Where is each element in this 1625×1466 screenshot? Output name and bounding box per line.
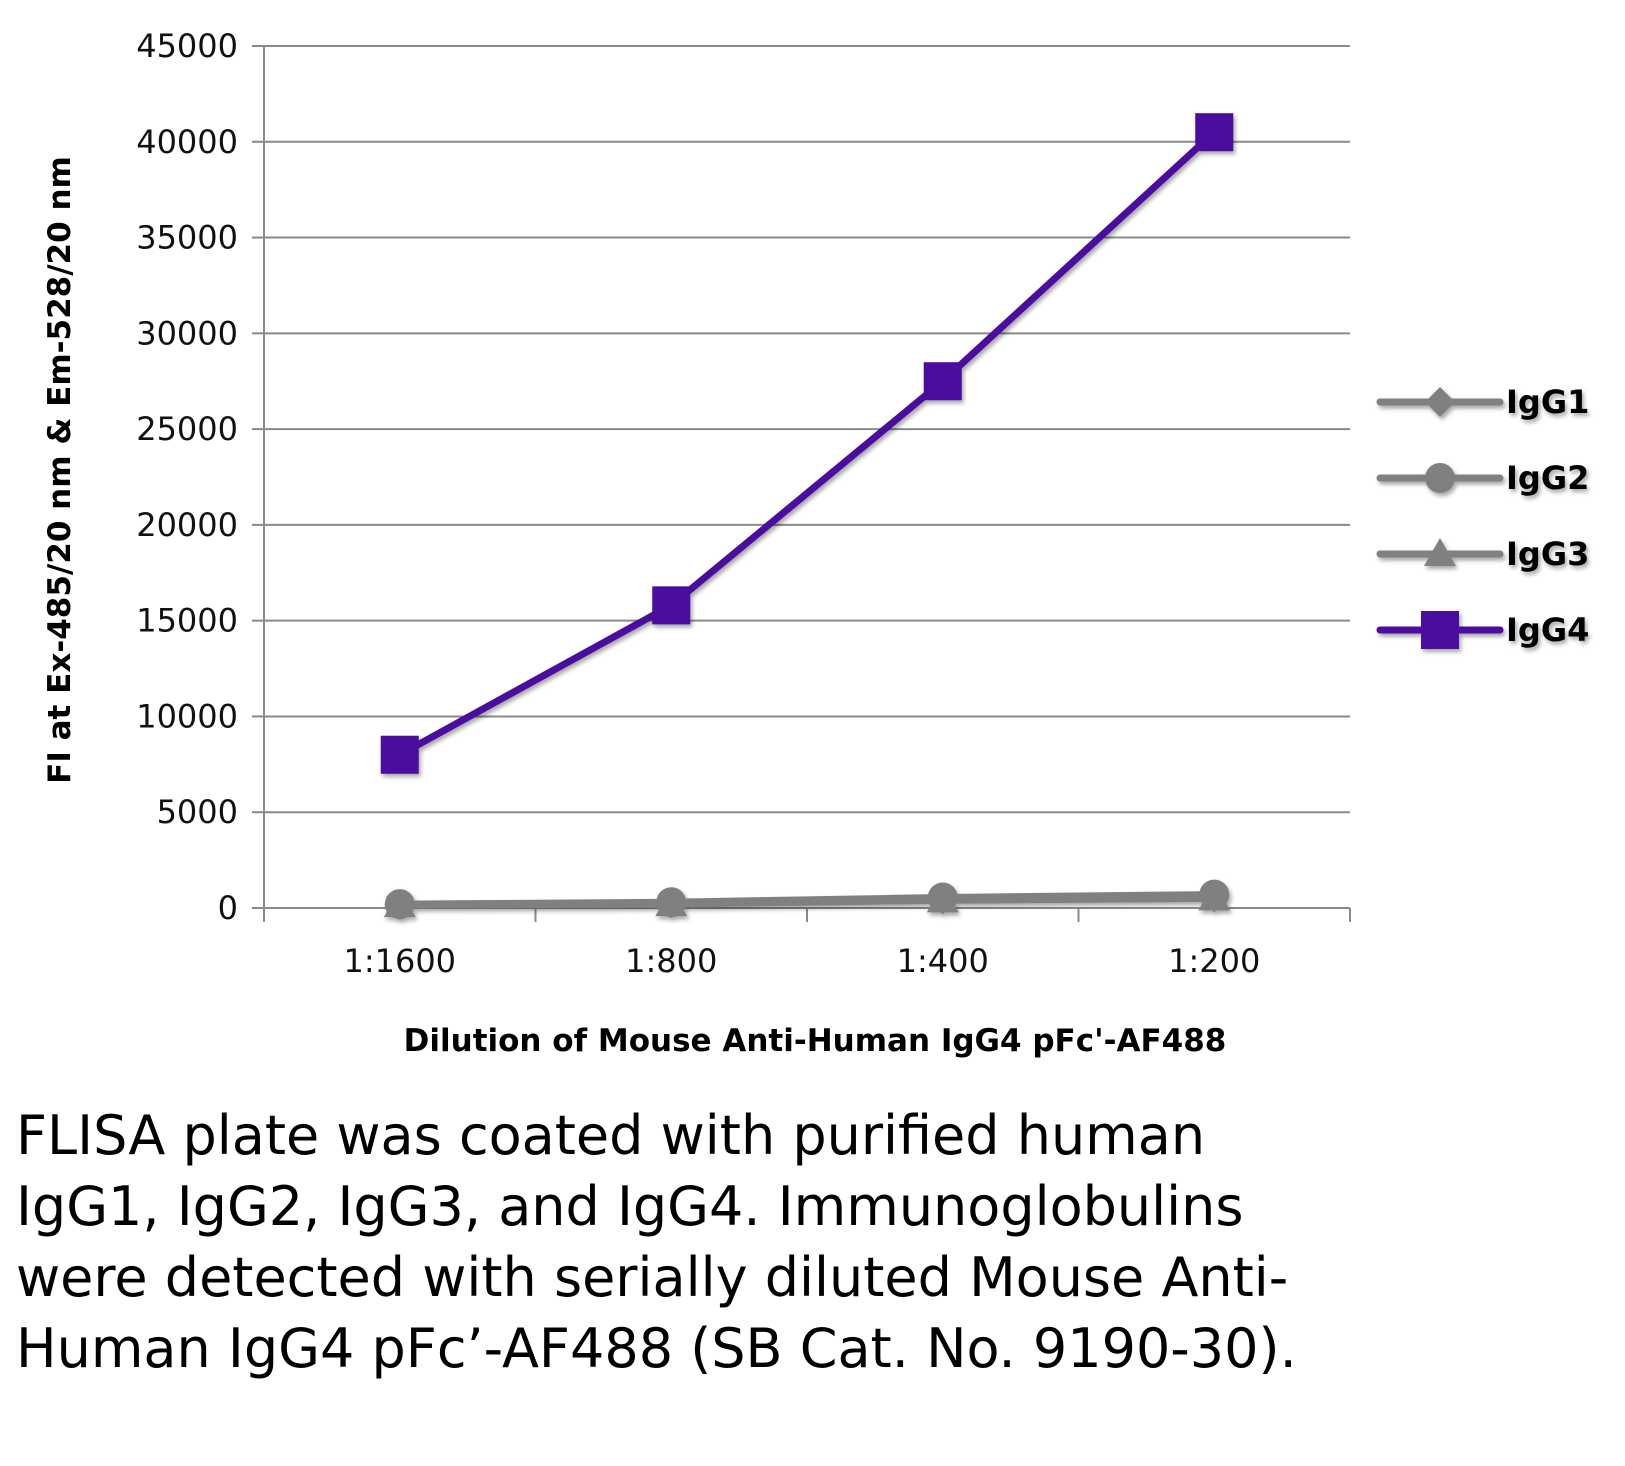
legend-marker-igg3 — [1424, 538, 1456, 566]
legend-item-igg2: IgG2 — [1376, 459, 1589, 497]
y-tick-label: 20000 — [136, 506, 238, 544]
series-igg4 — [380, 113, 1234, 774]
y-tick-label: 0 — [218, 889, 238, 927]
gridlines — [264, 45, 1350, 814]
legend-item-igg4: IgG4 — [1376, 611, 1589, 649]
y-tick-label: 10000 — [136, 697, 238, 735]
y-tick-label: 40000 — [136, 123, 238, 161]
legend-label-igg4: IgG4 — [1506, 611, 1589, 649]
y-tick-label: 30000 — [136, 314, 238, 352]
figure-caption: FLISA plate was coated with purified hum… — [16, 1104, 1297, 1380]
x-axis-title: Dilution of Mouse Anti-Human IgG4 pFc'-A… — [404, 1023, 1227, 1059]
x-tick-label: 1:400 — [897, 942, 989, 980]
legend-label-igg2: IgG2 — [1506, 459, 1589, 497]
x-tick-label: 1:800 — [625, 942, 717, 980]
legend-marker-igg2 — [1425, 463, 1455, 493]
legend-label-igg1: IgG1 — [1506, 383, 1589, 421]
y-axis-title: FI at Ex-485/20 nm & Em-528/20 nm — [42, 156, 78, 784]
axes — [252, 45, 1351, 922]
legend-item-igg3: IgG3 — [1376, 535, 1589, 573]
x-tick-label: 1:200 — [1168, 942, 1260, 980]
line-chart: 0 5000 10000 15000 20000 25000 30000 35000 40000… — [42, 27, 1589, 1059]
legend-label-igg3: IgG3 — [1506, 535, 1589, 573]
y-tick-label: 25000 — [136, 410, 238, 448]
x-tick-label: 1:1600 — [343, 942, 456, 980]
legend-item-igg1: IgG1 — [1376, 383, 1589, 421]
y-tick-label: 45000 — [136, 27, 238, 65]
legend-marker-igg4 — [1421, 611, 1459, 649]
series-line-igg4 — [396, 128, 1218, 759]
y-tick-label: 35000 — [136, 219, 238, 257]
data-series — [380, 113, 1234, 921]
series-igg3 — [383, 882, 1231, 918]
series-line-igg3 — [396, 894, 1218, 909]
data-point-igg4 — [380, 735, 419, 774]
data-point-igg3 — [1198, 882, 1231, 911]
data-point-igg3 — [383, 889, 416, 918]
y-tick-label: 15000 — [136, 602, 238, 640]
legend-marker-igg1 — [1425, 387, 1455, 417]
data-point-igg4 — [923, 362, 962, 401]
data-point-igg4 — [1195, 113, 1234, 152]
data-point-igg3 — [926, 884, 959, 913]
x-tick-labels: 1:1600 1:800 1:400 1:200 — [343, 942, 1260, 980]
y-tick-label: 5000 — [157, 793, 238, 831]
legend: IgG1 IgG2 IgG3 IgG4 — [1376, 383, 1589, 649]
data-point-igg3 — [655, 888, 688, 917]
y-tick-labels: 0 5000 10000 15000 20000 25000 30000 35000 40000… — [136, 27, 238, 927]
data-point-igg4 — [652, 586, 691, 625]
